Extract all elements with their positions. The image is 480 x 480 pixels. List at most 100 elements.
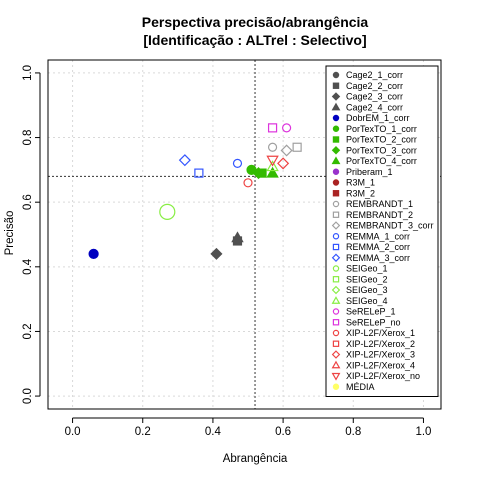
y-tick-label: 0.6 (22, 194, 34, 210)
legend-label: Cage2_3_corr (346, 92, 403, 102)
legend-marker (332, 190, 340, 197)
x-axis-label: Abrangência (223, 453, 288, 465)
data-point (243, 178, 253, 188)
data-point (282, 123, 292, 133)
y-tick-label: 0.2 (22, 323, 34, 339)
legend-marker (332, 276, 340, 283)
x-tick-label: 0.8 (345, 426, 361, 438)
legend-label: SEIGeo_4 (346, 296, 388, 306)
data-point (267, 123, 278, 133)
legend-marker (332, 114, 340, 122)
legend-label: PorTexTO_3_corr (346, 145, 417, 155)
legend-label: XIP-L2F/Xerox_3 (346, 350, 415, 360)
axes: 0.0 0.2 0.4 0.6 0.8 1.0 0.0 0.2 0.4 0.6 0.8 1.0 (22, 59, 442, 438)
data-point (280, 144, 293, 157)
legend-marker (332, 243, 340, 251)
data-point (210, 247, 223, 260)
data-point (252, 167, 265, 180)
legend-marker (331, 102, 341, 111)
legend-label: SEIGeo_3 (346, 285, 388, 295)
data-point (231, 231, 244, 243)
y-axis-label: Precisão (4, 211, 16, 256)
legend-marker (331, 360, 341, 369)
y-tick-label: 0.4 (22, 258, 34, 275)
legend-marker (332, 179, 340, 186)
legend-marker (332, 71, 340, 79)
data-point (232, 158, 243, 169)
legend-marker (332, 211, 340, 218)
plot-frame (47, 59, 442, 410)
data-point (277, 157, 290, 170)
legend-label: PorTexTO_1_corr (346, 124, 417, 134)
legend-marker (332, 383, 340, 390)
legend-marker (332, 168, 340, 175)
legend-marker (331, 253, 341, 262)
chart-title: Perspectiva precisão/abrangência (142, 14, 369, 30)
legend-label: SeRELeP_no (346, 317, 401, 327)
legend-marker (331, 221, 341, 230)
legend-label: SEIGeo_1 (346, 264, 388, 274)
data-point (266, 166, 279, 178)
legend-marker (331, 372, 341, 381)
legend-marker (331, 156, 341, 165)
y-tick-label: 0.8 (22, 130, 34, 146)
legend-marker (332, 233, 340, 240)
legend-marker (331, 350, 341, 359)
legend-label: XIP-L2F/Xerox_1 (346, 328, 415, 338)
legend-label: Cage2_1_corr (346, 70, 403, 80)
legend-box (325, 65, 439, 397)
legend-label: Priberam_1 (346, 167, 393, 177)
legend-marker (332, 265, 340, 272)
x-tick-label: 1.0 (415, 426, 431, 438)
legend-label: MÉDIA (346, 382, 375, 392)
data-point (266, 160, 279, 172)
legend-marker (332, 82, 340, 89)
legend-marker (332, 329, 340, 337)
legend-label: REMBRANDT_2 (346, 210, 413, 220)
legend-marker (331, 285, 341, 295)
legend-label: XIP-L2F/Xerox_4 (346, 360, 415, 370)
legend-label: REMMA_2_corr (346, 242, 410, 252)
legend-label: PorTexTO_2_corr (346, 135, 417, 145)
legend-marker (332, 319, 340, 326)
x-tick-label: 0.0 (65, 426, 81, 438)
legend-label: PorTexTO_4_corr (346, 156, 417, 166)
legend-marker (332, 340, 340, 347)
legend-label: REMBRANDT_1 (346, 199, 413, 209)
legend-marker (331, 92, 341, 101)
legend: Cage2_1_corrCage2_2_corrCage2_3_corrCage… (325, 65, 439, 397)
legend-label: REMMA_1_corr (346, 231, 410, 241)
legend-label: Cage2_2_corr (346, 81, 403, 91)
data-point (267, 142, 278, 152)
y-tick-label: 1.0 (22, 65, 34, 81)
y-tick-label: 0.0 (22, 388, 34, 404)
legend-label: R3M_1 (346, 178, 375, 188)
data-point (292, 142, 302, 152)
legend-marker (332, 308, 340, 315)
legend-marker (332, 125, 340, 132)
legend-label: XIP-L2F/Xerox_2 (346, 339, 415, 349)
data-point (88, 248, 99, 259)
legend-label: SeRELeP_1 (346, 307, 396, 317)
x-tick-label: 0.2 (135, 426, 151, 438)
legend-marker (331, 296, 341, 304)
legend-label: REMMA_3_corr (346, 253, 410, 263)
chart-subtitle: [Identificação : ALTrel : Selectivo] (143, 32, 366, 48)
legend-label: SEIGeo_2 (346, 274, 388, 284)
legend-marker (331, 146, 341, 155)
legend-marker (332, 200, 340, 208)
legend-marker (332, 136, 340, 143)
legend-label: XIP-L2F/Xerox_no (346, 371, 420, 381)
legend-label: REMBRANDT_3_corr (346, 221, 434, 231)
x-tick-label: 0.6 (275, 426, 291, 438)
data-point (194, 168, 204, 178)
data-point (159, 203, 176, 220)
x-tick-label: 0.4 (205, 426, 222, 438)
plot-area (48, 60, 441, 409)
legend-label: Cage2_4_corr (346, 102, 403, 112)
legend-label: R3M_2 (346, 188, 375, 198)
legend-label: DobrEM_1_corr (346, 113, 410, 123)
data-point (178, 154, 191, 167)
data-point (266, 155, 279, 167)
